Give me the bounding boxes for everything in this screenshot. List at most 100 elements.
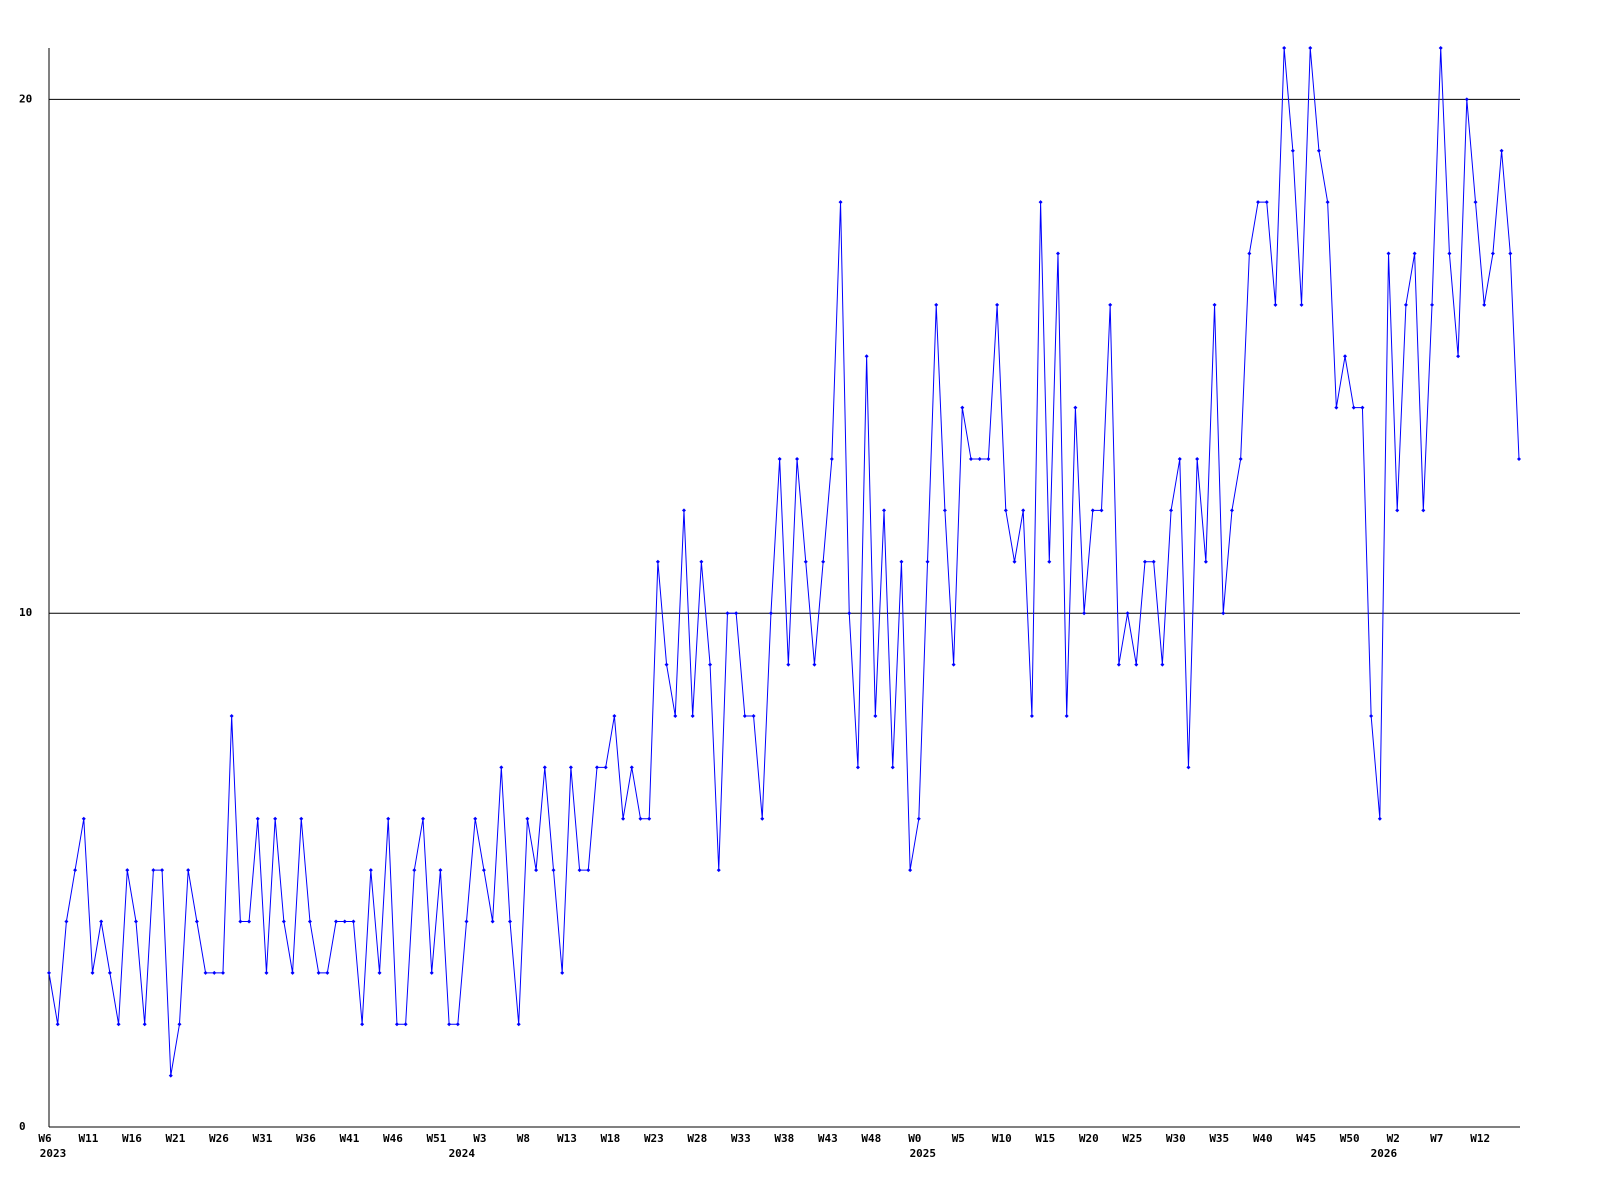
x-tick-label: W28: [687, 1132, 707, 1145]
data-point: [281, 919, 286, 924]
data-point: [1517, 457, 1521, 462]
data-point: [882, 508, 887, 513]
data-point: [107, 970, 112, 975]
data-point: [1012, 559, 1017, 564]
data-point: [1073, 405, 1078, 410]
data-point: [1029, 713, 1034, 718]
data-point: [1212, 302, 1217, 307]
x-tick-label: W10: [992, 1132, 1012, 1145]
data-point: [220, 970, 225, 975]
data-point: [142, 1022, 147, 1027]
data-point: [1064, 713, 1069, 718]
data-point: [1151, 559, 1156, 564]
data-point: [499, 765, 504, 770]
data-point: [760, 816, 765, 821]
data-point: [1273, 302, 1278, 307]
data-point: [621, 816, 626, 821]
x-tick-label: W16: [122, 1132, 142, 1145]
x-tick-label: W5: [952, 1132, 965, 1145]
x-tick-label: W6: [38, 1132, 52, 1145]
x-tick-label: W46: [383, 1132, 403, 1145]
data-point: [795, 457, 800, 462]
data-point: [725, 611, 730, 616]
year-label: 2023: [40, 1147, 67, 1160]
data-point: [986, 457, 991, 462]
data-point: [1421, 508, 1426, 513]
data-point: [1377, 816, 1382, 821]
data-point: [1456, 354, 1461, 359]
data-point: [673, 713, 678, 718]
data-point: [977, 457, 982, 462]
data-point: [247, 919, 252, 924]
data-point: [1247, 251, 1252, 256]
data-point: [316, 970, 321, 975]
data-point: [768, 611, 773, 616]
data-point: [490, 919, 495, 924]
year-label: 2024: [449, 1147, 476, 1160]
data-point: [1238, 457, 1243, 462]
data-point: [1473, 200, 1478, 205]
data-point: [1047, 559, 1052, 564]
data-point: [925, 559, 930, 564]
data-point: [1325, 200, 1330, 205]
data-point: [960, 405, 965, 410]
x-tick-label: W0: [908, 1132, 921, 1145]
year-label: 2026: [1371, 1147, 1398, 1160]
data-point: [655, 559, 660, 564]
data-point: [734, 611, 739, 616]
data-point: [1116, 662, 1121, 667]
data-point: [1343, 354, 1348, 359]
x-tick-label: W11: [79, 1132, 99, 1145]
data-point: [1438, 46, 1443, 50]
data-point: [151, 868, 156, 873]
data-point: [1369, 713, 1374, 718]
x-tick-label: W25: [1122, 1132, 1142, 1145]
data-point: [1490, 251, 1495, 256]
data-point: [455, 1022, 460, 1027]
data-point: [542, 765, 547, 770]
data-point: [1351, 405, 1356, 410]
data-point: [1082, 611, 1087, 616]
data-point: [1160, 662, 1165, 667]
data-point: [1256, 200, 1261, 205]
data-point: [690, 713, 695, 718]
data-point: [264, 970, 269, 975]
data-point: [116, 1022, 121, 1027]
data-point: [942, 508, 947, 513]
x-tick-label: W26: [209, 1132, 229, 1145]
data-point: [742, 713, 747, 718]
data-point: [1386, 251, 1391, 256]
data-point: [1334, 405, 1339, 410]
x-tick-label: W2: [1387, 1132, 1400, 1145]
x-tick-label: W48: [861, 1132, 881, 1145]
data-point: [438, 868, 443, 873]
data-point: [473, 816, 478, 821]
data-point: [708, 662, 713, 667]
data-point: [829, 457, 834, 462]
data-point: [1195, 457, 1200, 462]
data-point: [716, 868, 721, 873]
data-point: [1038, 200, 1043, 205]
data-point: [1142, 559, 1147, 564]
data-point: [525, 816, 530, 821]
data-point: [334, 919, 339, 924]
data-point: [1134, 662, 1139, 667]
data-point: [299, 816, 304, 821]
x-tick-label: W7: [1430, 1132, 1443, 1145]
x-tick-label: W51: [426, 1132, 446, 1145]
data-point: [325, 970, 330, 975]
data-point: [81, 816, 86, 821]
data-point: [238, 919, 243, 924]
data-point: [1430, 302, 1435, 307]
data-point: [586, 868, 591, 873]
data-point: [55, 1022, 60, 1027]
data-point: [1290, 148, 1295, 153]
data-point: [403, 1022, 408, 1027]
data-point: [386, 816, 391, 821]
data-point: [481, 868, 486, 873]
data-point: [612, 713, 617, 718]
data-point: [1464, 97, 1469, 102]
y-tick-label: 0: [19, 1120, 26, 1133]
